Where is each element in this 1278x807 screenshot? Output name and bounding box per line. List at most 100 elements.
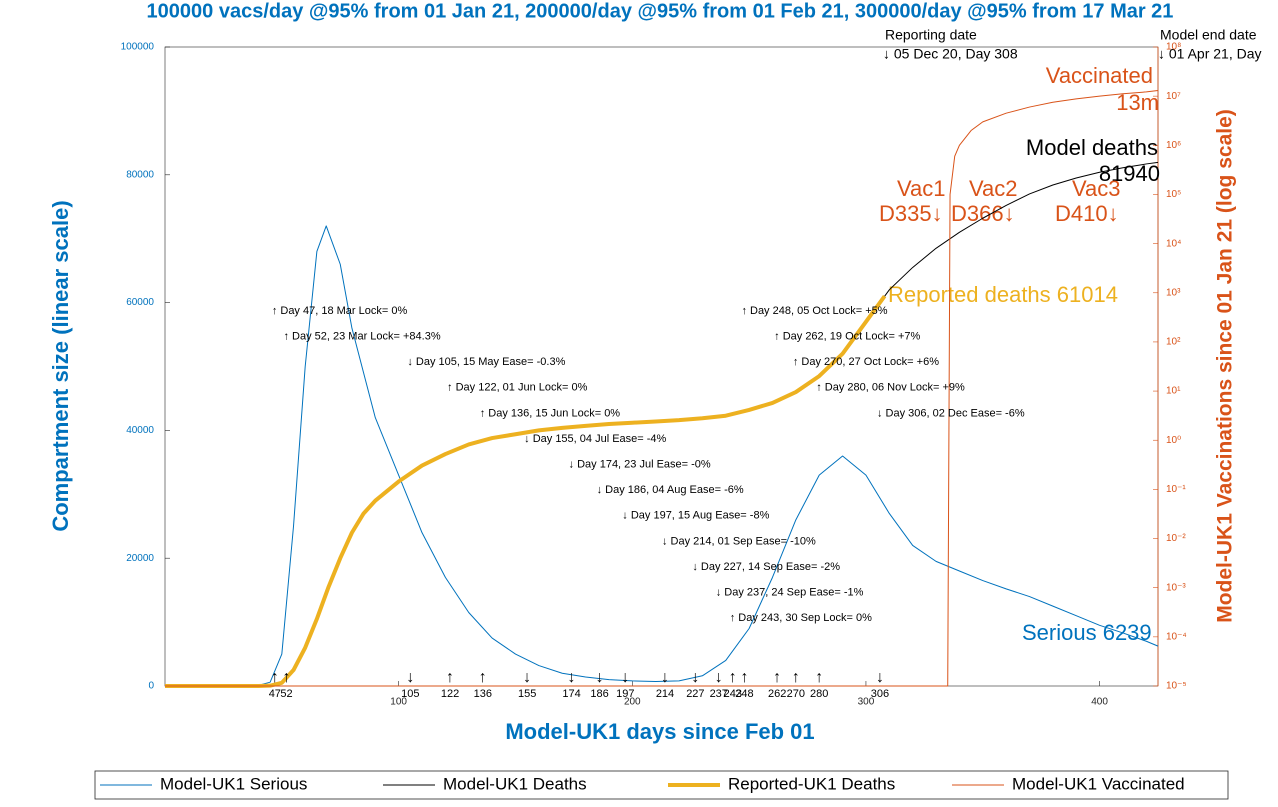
annotation: D366↓ [951, 201, 1015, 226]
y2-tick-label: 10¹ [1166, 386, 1181, 397]
legend-label: Model-UK1 Vaccinated [1012, 774, 1185, 793]
y2-tick-label: 10⁻³ [1166, 582, 1186, 593]
y2-tick-label: 10⁴ [1166, 238, 1181, 249]
event-arrow: ↑ [271, 669, 279, 686]
event-day: 136 [474, 688, 492, 700]
y2-tick-label: 10⁻¹ [1166, 484, 1186, 495]
y2-tick-label: 10⁻⁵ [1166, 681, 1187, 692]
annotation: ↓ 05 Dec 20, Day 308 [883, 46, 1018, 62]
event-day: 237 [710, 688, 728, 700]
event-day: 243 [724, 688, 742, 700]
event-label: ↑ Day 136, 15 Jun Lock= 0% [480, 407, 621, 419]
event-day: 105 [401, 688, 419, 700]
event-label: ↓ Day 214, 01 Sep Ease= -10% [662, 535, 816, 547]
event-label: ↓ Day 306, 02 Dec Ease= -6% [877, 407, 1025, 419]
y2-tick-label: 10⁰ [1166, 435, 1181, 446]
annotation: Vac1 [897, 176, 946, 201]
x-tick-label: 100 [390, 697, 407, 708]
annotation: Reported deaths 61014 [888, 282, 1118, 307]
event-day: 306 [871, 688, 889, 700]
event-arrow: ↑ [740, 669, 748, 686]
event-day: 270 [787, 688, 805, 700]
event-arrow: ↓ [568, 669, 576, 686]
event-label: ↓ Day 237, 24 Sep Ease= -1% [716, 587, 864, 599]
event-label: ↑ Day 280, 06 Nov Lock= +9% [816, 382, 965, 394]
x-tick-label: 200 [624, 697, 641, 708]
annotation: 81940 [1099, 161, 1160, 186]
annotation: Serious 6239 [1022, 620, 1152, 645]
event-arrow: ↓ [661, 669, 669, 686]
y-tick-label: 0 [148, 681, 154, 692]
y-tick-label: 80000 [126, 169, 154, 180]
event-label: ↓ Day 105, 15 May Ease= -0.3% [407, 356, 565, 368]
event-day: 214 [656, 688, 674, 700]
y2-tick-label: 10⁸ [1166, 42, 1181, 53]
event-day: 186 [590, 688, 608, 700]
annotation: Reporting date [885, 27, 977, 43]
y2-tick-label: 10⁵ [1166, 189, 1181, 200]
event-arrow: ↑ [282, 669, 290, 686]
event-label: ↑ Day 248, 05 Oct Lock= +5% [741, 305, 887, 317]
y2-tick-label: 10³ [1166, 287, 1181, 298]
event-arrow: ↑ [729, 669, 737, 686]
event-day: 197 [616, 688, 634, 700]
annotation: Vac2 [969, 176, 1018, 201]
chart-title: 100000 vacs/day @95% from 01 Jan 21, 200… [147, 0, 1174, 22]
x-tick-label: 300 [858, 697, 875, 708]
event-arrow: ↑ [792, 669, 800, 686]
event-arrow: ↓ [876, 669, 884, 686]
y-tick-label: 100000 [121, 42, 155, 53]
event-day: 47 [269, 688, 281, 700]
event-arrow: ↓ [691, 669, 699, 686]
y2-tick-label: 10² [1166, 337, 1181, 348]
y2-tick-label: 10⁷ [1166, 91, 1181, 102]
y-tick-label: 60000 [126, 297, 154, 308]
series-line [165, 90, 1159, 687]
y-tick-label: 40000 [126, 425, 154, 436]
event-label: ↑ Day 52, 23 Mar Lock= +84.3% [283, 331, 440, 343]
series-line [165, 161, 1159, 687]
event-label: ↓ Day 227, 14 Sep Ease= -2% [692, 561, 840, 573]
event-arrow: ↓ [596, 669, 604, 686]
event-label: ↓ Day 174, 23 Jul Ease= -0% [569, 459, 711, 471]
annotation: Vac3 [1072, 176, 1121, 201]
event-day: 280 [810, 688, 828, 700]
annotation: Model deaths [1026, 135, 1158, 160]
x-axis-label: Model-UK1 days since Feb 01 [505, 719, 814, 744]
event-day: 52 [280, 688, 292, 700]
event-day: 248 [735, 688, 753, 700]
event-label: ↑ Day 122, 01 Jun Lock= 0% [447, 382, 588, 394]
y-axis-label: Compartment size (linear scale) [48, 200, 73, 531]
event-label: ↑ Day 262, 19 Oct Lock= +7% [774, 331, 920, 343]
event-day: 174 [562, 688, 580, 700]
x-tick-label: 400 [1091, 697, 1108, 708]
event-day: 122 [441, 688, 459, 700]
event-arrow: ↓ [406, 669, 414, 686]
y-tick-label: 20000 [126, 553, 154, 564]
event-day: 227 [686, 688, 704, 700]
event-arrow: ↓ [523, 669, 531, 686]
event-day: 155 [518, 688, 536, 700]
annotation: ↓ 01 Apr 21, Day [1158, 46, 1262, 62]
annotation: D410↓ [1055, 201, 1119, 226]
y2-tick-label: 10⁶ [1166, 140, 1181, 151]
event-arrow: ↓ [715, 669, 723, 686]
legend [94, 770, 1229, 800]
event-label: ↓ Day 155, 04 Jul Ease= -4% [524, 433, 666, 445]
event-label: ↓ Day 186, 04 Aug Ease= -6% [597, 484, 744, 496]
y2-tick-label: 10⁻⁴ [1166, 631, 1187, 642]
legend-label: Reported-UK1 Deaths [728, 774, 895, 793]
annotation: Vaccinated [1046, 63, 1153, 88]
series-line [165, 225, 1159, 687]
event-arrow: ↑ [773, 669, 781, 686]
event-label: ↑ Day 47, 18 Mar Lock= 0% [272, 305, 408, 317]
y2-tick-label: 10⁻² [1166, 533, 1186, 544]
event-arrow: ↑ [479, 669, 487, 686]
annotation: Model end date [1160, 27, 1257, 43]
annotation: D335↓ [879, 201, 943, 226]
y2-axis-label: Model-UK1 Vaccinations since 01 Jan 21 (… [1214, 109, 1237, 623]
legend-label: Model-UK1 Deaths [443, 774, 587, 793]
event-day: 262 [768, 688, 786, 700]
legend-label: Model-UK1 Serious [160, 774, 307, 793]
